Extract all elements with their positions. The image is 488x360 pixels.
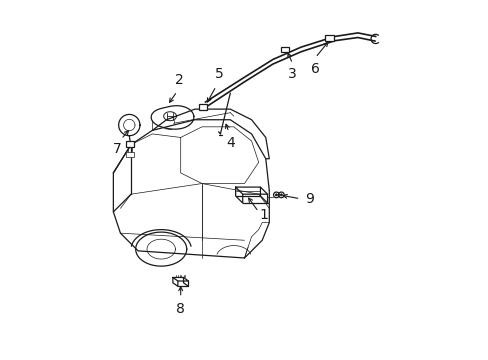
Text: 7: 7: [113, 143, 122, 157]
FancyBboxPatch shape: [125, 152, 134, 157]
Text: 8: 8: [176, 302, 185, 316]
Text: 9: 9: [305, 192, 314, 206]
FancyBboxPatch shape: [199, 104, 206, 110]
Circle shape: [329, 37, 331, 39]
FancyBboxPatch shape: [325, 35, 333, 41]
Text: 3: 3: [288, 67, 297, 81]
Text: 2: 2: [174, 73, 183, 87]
FancyBboxPatch shape: [281, 47, 288, 52]
FancyBboxPatch shape: [126, 141, 133, 147]
Text: 5: 5: [215, 67, 224, 81]
Circle shape: [280, 194, 282, 196]
Circle shape: [275, 194, 277, 196]
Text: 6: 6: [310, 62, 319, 76]
Text: 4: 4: [226, 136, 235, 150]
Text: 1: 1: [259, 208, 268, 222]
